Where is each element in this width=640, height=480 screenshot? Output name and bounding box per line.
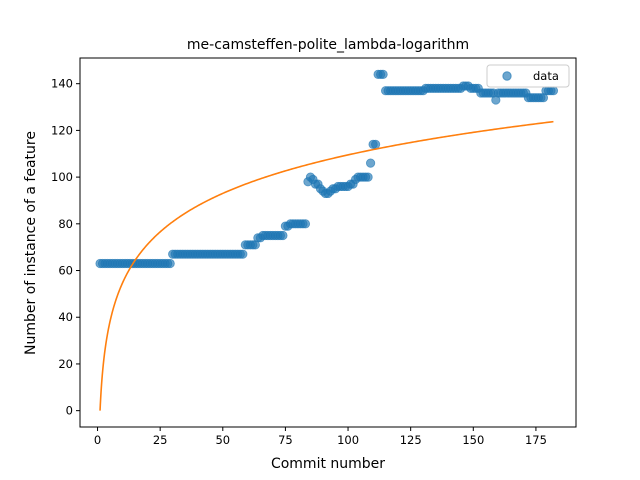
y-tick-label: 120: [51, 123, 73, 137]
y-tick-label: 20: [58, 357, 73, 371]
legend-label: data: [533, 69, 559, 83]
y-tick-label: 60: [58, 264, 73, 278]
x-axis-label: Commit number: [271, 456, 385, 472]
legend-box: [486, 64, 570, 88]
x-tick-label: 75: [278, 433, 293, 447]
fit-line: [99, 120, 554, 411]
data-point: [370, 139, 381, 150]
y-tick-label: 80: [58, 217, 73, 231]
data-point: [278, 230, 288, 241]
legend-marker: [502, 71, 512, 81]
x-tick-label: 100: [337, 433, 359, 447]
y-tick-label: 0: [66, 404, 73, 418]
plot-area: [95, 69, 559, 411]
data-point: [165, 258, 175, 269]
data-point: [378, 69, 388, 79]
data-point: [548, 86, 559, 96]
x-tick-label: 25: [153, 433, 168, 447]
x-tick-label: 50: [215, 433, 230, 447]
x-tick-label: 150: [462, 433, 484, 447]
y-tick-label: 40: [58, 310, 73, 324]
y-tick-label: 100: [51, 170, 73, 184]
data-point: [238, 249, 248, 259]
plot-frame: [79, 57, 577, 428]
x-tick-label: 175: [525, 433, 547, 447]
y-axis-label: Number of instance of a feature: [23, 131, 39, 355]
data-point: [300, 219, 311, 229]
chart-title: me-camsteffen-polite_lambda-logarithm: [187, 37, 469, 53]
data-point: [363, 172, 373, 182]
y-tick-label: 140: [51, 77, 73, 91]
x-tick-label: 125: [400, 433, 422, 447]
legend: data: [486, 64, 570, 88]
axes: 0 25 50 75 100 125 150 175 0 20 40 60 80 100 120 140: [51, 57, 577, 447]
data-point: [365, 158, 376, 168]
x-tick-label: 0: [94, 433, 101, 447]
